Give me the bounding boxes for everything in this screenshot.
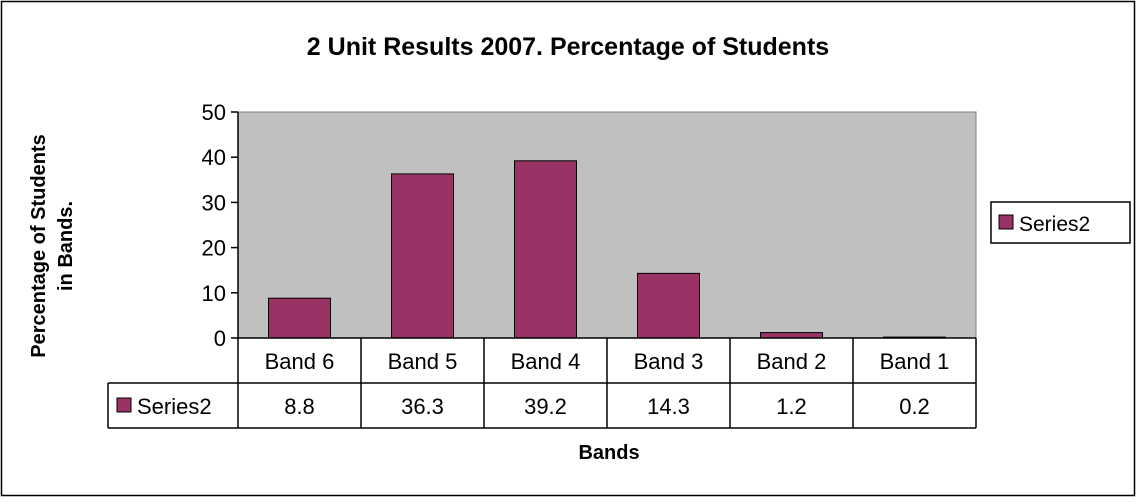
plot-area: 0 10 20 30 40 50 Band 6 8.8 Band 5 36.3 Band 4 39.2…: [107, 100, 977, 429]
legend-label: Series2: [1019, 213, 1090, 236]
plot-background: [237, 111, 977, 339]
table-value: 1.2: [776, 394, 807, 419]
table-series-name: Series2: [137, 394, 212, 419]
y-tick-label: 50: [202, 100, 226, 125]
legend-swatch: [998, 214, 1014, 230]
table-series-swatch: [116, 397, 132, 413]
bar: [637, 272, 700, 339]
table-value: 39.2: [524, 394, 567, 419]
chart-title: 2 Unit Results 2007. Percentage of Stude…: [307, 33, 829, 61]
category-label: Band 1: [880, 349, 950, 374]
bar: [760, 332, 823, 339]
bar: [268, 297, 331, 339]
y-tick-label: 10: [202, 281, 226, 306]
category-label: Band 2: [757, 349, 827, 374]
y-axis-label-line-2: in Bands.: [55, 201, 77, 291]
category-label: Band 4: [511, 349, 581, 374]
table-value: 0.2: [899, 394, 930, 419]
table-value: 36.3: [401, 394, 444, 419]
y-tick-label: 20: [202, 236, 226, 261]
legend: Series2: [990, 201, 1131, 244]
category-label: Band 3: [634, 349, 704, 374]
legend-box: [990, 201, 1131, 244]
y-tick-label: 0: [214, 326, 226, 351]
table-value: 8.8: [284, 394, 315, 419]
y-tick-label: 30: [202, 190, 226, 215]
y-axis-label-line-1: Percentage of Students: [28, 134, 50, 357]
bar: [391, 173, 454, 339]
table-value: 14.3: [647, 394, 690, 419]
y-tick-label: 40: [202, 145, 226, 170]
bar: [514, 160, 577, 339]
category-label: Band 5: [388, 349, 458, 374]
x-axis-label: Bands: [578, 442, 639, 464]
category-label: Band 6: [265, 349, 335, 374]
